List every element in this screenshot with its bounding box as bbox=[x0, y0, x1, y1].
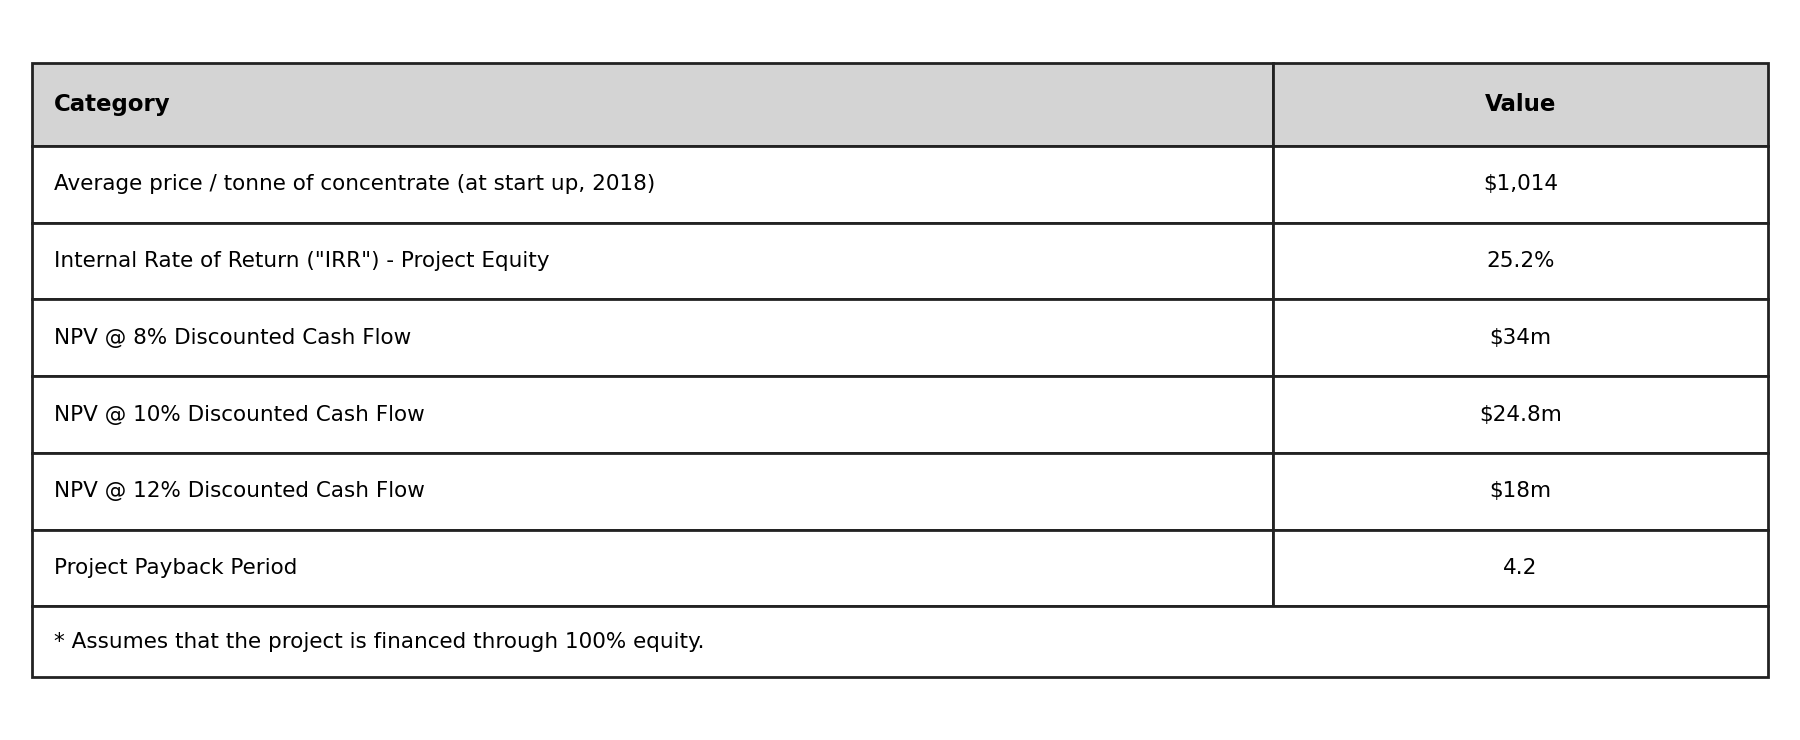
Text: 25.2%: 25.2% bbox=[1487, 251, 1555, 271]
Bar bbox=[1273, 63, 1768, 146]
Text: $18m: $18m bbox=[1489, 481, 1552, 501]
Bar bbox=[32, 607, 1768, 677]
Bar bbox=[32, 530, 1273, 607]
Bar bbox=[1273, 530, 1768, 607]
Bar bbox=[32, 300, 1273, 376]
Text: Internal Rate of Return ("IRR") - Project Equity: Internal Rate of Return ("IRR") - Projec… bbox=[54, 251, 549, 271]
Text: Average price / tonne of concentrate (at start up, 2018): Average price / tonne of concentrate (at… bbox=[54, 174, 655, 194]
Bar bbox=[32, 63, 1273, 146]
Text: * Assumes that the project is financed through 100% equity.: * Assumes that the project is financed t… bbox=[54, 632, 704, 652]
Bar bbox=[32, 453, 1273, 530]
Text: Project Payback Period: Project Payback Period bbox=[54, 558, 297, 578]
Bar bbox=[32, 376, 1273, 453]
Text: $24.8m: $24.8m bbox=[1480, 405, 1562, 425]
Bar bbox=[1273, 453, 1768, 530]
Text: $34m: $34m bbox=[1489, 328, 1552, 348]
Text: NPV @ 12% Discounted Cash Flow: NPV @ 12% Discounted Cash Flow bbox=[54, 481, 425, 501]
Text: Category: Category bbox=[54, 92, 171, 116]
Text: 4.2: 4.2 bbox=[1503, 558, 1537, 578]
Bar bbox=[32, 223, 1273, 300]
Text: NPV @ 10% Discounted Cash Flow: NPV @ 10% Discounted Cash Flow bbox=[54, 405, 425, 425]
Text: Value: Value bbox=[1485, 92, 1555, 116]
Bar bbox=[1273, 223, 1768, 300]
Bar bbox=[1273, 300, 1768, 376]
Bar bbox=[1273, 146, 1768, 223]
Text: NPV @ 8% Discounted Cash Flow: NPV @ 8% Discounted Cash Flow bbox=[54, 328, 410, 348]
Text: $1,014: $1,014 bbox=[1483, 174, 1557, 194]
Bar bbox=[1273, 376, 1768, 453]
Bar bbox=[32, 146, 1273, 223]
